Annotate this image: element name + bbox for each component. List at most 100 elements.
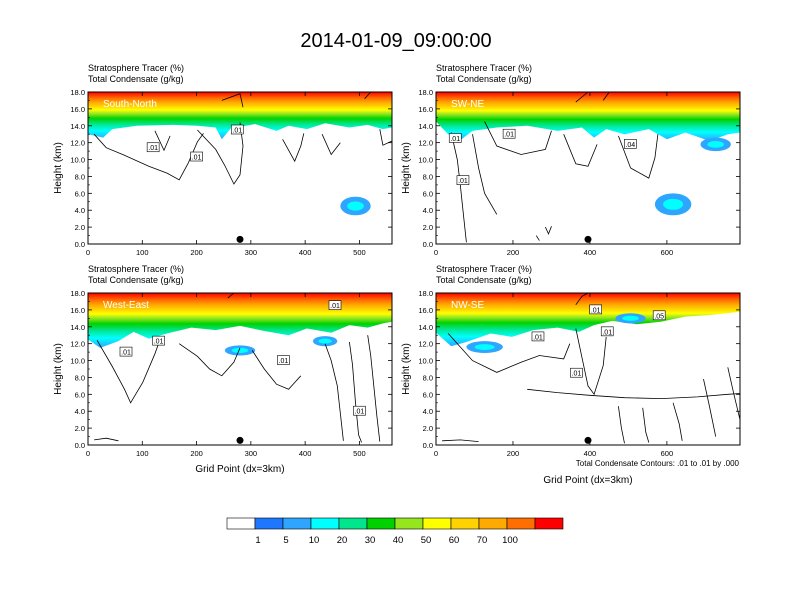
sw-ne-tracer-layer <box>436 92 740 141</box>
south-north-condensate-contour <box>282 133 305 163</box>
west-east-xlabel: Grid Point (dx=3km) <box>195 464 284 475</box>
west-east-contour-label: .01 <box>279 358 289 365</box>
sw-ne-xtick-label: 400 <box>584 248 597 257</box>
sw-ne-ylabel: Height (km) <box>401 142 412 194</box>
west-east-tracer-blob-core <box>318 338 332 344</box>
nw-se-xtick-label: 400 <box>584 449 597 458</box>
west-east-title-line: Total Condensate (g/kg) <box>88 275 184 285</box>
west-east-xtick-label: 0 <box>86 449 90 458</box>
colorbar-swatch <box>478 517 508 530</box>
west-east-condensate-contour <box>178 343 241 377</box>
south-north-condensate-contour <box>154 130 171 152</box>
west-east-contour-label: .01 <box>330 303 340 310</box>
nw-se-xtick-label: 600 <box>661 449 674 458</box>
nw-se-condensate-contour <box>703 379 717 437</box>
sw-ne-condensate-contour <box>472 134 498 215</box>
west-east-ytick-label: 4.0 <box>75 407 85 416</box>
sw-ne-ytick-label: 0.0 <box>423 240 433 249</box>
sw-ne-contour-label: .01 <box>504 132 514 139</box>
south-north-ytick-label: 12.0 <box>70 139 85 148</box>
south-north-tracer-layer <box>88 92 392 140</box>
south-north-xtick-label: 0 <box>86 248 90 257</box>
nw-se-condensate-contour <box>442 439 479 442</box>
nw-se-ytick-label: 18.0 <box>418 289 433 298</box>
nw-se-xtick-label: 200 <box>507 449 520 458</box>
colorbar-swatch <box>338 517 368 530</box>
colorbar: 1 5 10 20 30 40 50 60 70 100 <box>226 517 564 546</box>
sw-ne-ytick-label: 14.0 <box>418 122 433 131</box>
west-east-contour-label: .01 <box>121 350 131 357</box>
colorbar-swatch <box>366 517 396 530</box>
nw-se-xtick-label: 0 <box>434 449 438 458</box>
nw-se-xlabel: Grid Point (dx=3km) <box>543 475 632 486</box>
sw-ne-xtick-label: 200 <box>507 248 520 257</box>
panel-nw-se: Stratosphere Tracer (%)Total Condensate … <box>401 264 741 486</box>
nw-se-tracer-layer <box>436 293 740 347</box>
nw-se-tracer-blob-core <box>622 315 639 321</box>
sw-ne-panel-label: SW-NE <box>451 99 484 110</box>
sw-ne-contour-label: .01 <box>450 136 460 143</box>
colorbar-swatch <box>394 517 424 530</box>
south-north-ytick-label: 16.0 <box>70 105 85 114</box>
west-east-contour-label-box <box>353 405 366 416</box>
nw-se-contour-label-box <box>570 367 583 378</box>
nw-se-ytick-label: 6.0 <box>423 390 433 399</box>
south-north-contour-label: .01 <box>192 155 202 162</box>
west-east-condensate-contour <box>94 437 119 442</box>
colorbar-swatch <box>254 517 284 530</box>
south-north-contour-label: .01 <box>232 128 242 135</box>
south-north-ylabel: Height (km) <box>53 142 64 194</box>
west-east-tracer-blob-core <box>231 347 249 353</box>
south-north-xtick-label: 500 <box>353 248 366 257</box>
west-east-ylabel: Height (km) <box>53 343 64 395</box>
south-north-contour-label-box <box>146 142 160 153</box>
colorbar-label: 40 <box>393 535 404 546</box>
colorbar-label: 5 <box>283 535 288 546</box>
nw-se-ytick-label: 4.0 <box>423 407 433 416</box>
nw-se-ylabel: Height (km) <box>401 343 412 395</box>
south-north-condensate-contour <box>93 133 204 181</box>
colorbar-label: 1 <box>255 535 260 546</box>
colorbar-swatch <box>450 517 480 530</box>
nw-se-contour-label: .01 <box>591 307 601 314</box>
south-north-xtick-label: 300 <box>245 248 258 257</box>
sw-ne-xtick-label: 0 <box>434 248 438 257</box>
nw-se-contour-label-box <box>652 310 666 321</box>
south-north-condensate-contour <box>321 134 341 156</box>
west-east-tracer-layer <box>88 293 392 348</box>
south-north-ytick-label: 4.0 <box>75 206 85 215</box>
sw-ne-condensate-contour <box>545 226 552 235</box>
west-east-xtick-label: 100 <box>136 449 149 458</box>
nw-se-ytick-label: 2.0 <box>423 424 433 433</box>
west-east-contour-label-box <box>119 346 133 357</box>
colorbar-swatch <box>422 517 452 530</box>
sw-ne-condensate-contour <box>602 91 610 101</box>
west-east-condensate-contour <box>367 335 381 442</box>
west-east-condensate-contour <box>227 292 235 299</box>
south-north-panel-label: South-North <box>103 99 157 110</box>
west-east-ytick-label: 12.0 <box>70 340 85 349</box>
nw-se-contour-label-box <box>600 326 614 337</box>
sw-ne-tracer-blob-core <box>663 198 684 210</box>
sw-ne-contour-label-box <box>456 175 470 185</box>
south-north-ytick-label: 14.0 <box>70 122 85 131</box>
west-east-ytick-label: 2.0 <box>75 424 85 433</box>
south-north-tracer-blob-core <box>347 201 364 211</box>
sw-ne-contour-label-box <box>502 128 516 139</box>
nw-se-contour-label: .05 <box>654 313 664 320</box>
nw-se-contour-label: .01 <box>602 329 612 336</box>
nw-se-contour-label: .01 <box>572 371 582 378</box>
colorbar-swatch <box>534 517 564 530</box>
sw-ne-ytick-label: 8.0 <box>423 172 433 181</box>
west-east-contour-label: .01 <box>355 409 365 416</box>
colorbar-swatch <box>310 517 340 530</box>
sw-ne-ytick-label: 2.0 <box>423 223 433 232</box>
contour-note: Total Condensate Contours: .01 to .01 by… <box>576 459 740 468</box>
nw-se-panel-label: NW-SE <box>451 300 484 311</box>
nw-se-marker <box>584 436 592 444</box>
sw-ne-tracer-blob-core <box>707 140 725 148</box>
sw-ne-condensate-contour <box>484 121 552 155</box>
sw-ne-contour-label: .01 <box>458 178 468 185</box>
south-north-marker <box>236 235 244 243</box>
